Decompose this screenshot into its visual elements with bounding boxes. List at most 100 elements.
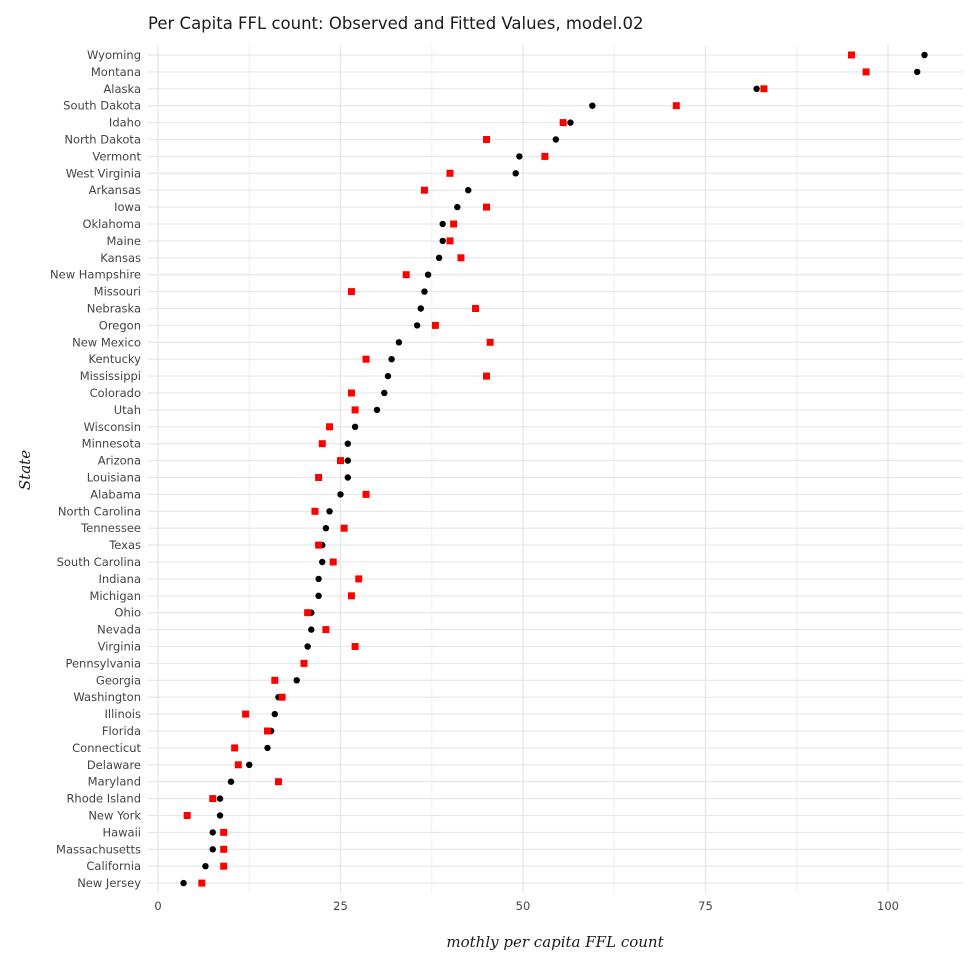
observed-point xyxy=(465,187,472,194)
observed-point xyxy=(388,356,395,363)
observed-point xyxy=(567,119,574,126)
fitted-point xyxy=(300,659,308,667)
fitted-point xyxy=(486,338,494,346)
observed-point xyxy=(753,85,760,93)
y-tick-label: Pennsylvania xyxy=(65,656,141,670)
observed-point xyxy=(304,643,311,650)
fitted-point xyxy=(672,102,680,110)
observed-point xyxy=(439,220,446,228)
observed-point xyxy=(351,423,359,430)
y-tick-label: Delaware xyxy=(87,758,141,772)
x-tick-label: 50 xyxy=(516,899,531,913)
observed-point xyxy=(209,846,216,853)
y-tick-label: California xyxy=(86,859,141,873)
fitted-point xyxy=(351,406,359,414)
observed-point xyxy=(921,51,928,59)
fitted-point xyxy=(483,372,490,380)
fitted-point xyxy=(271,676,279,684)
fitted-point xyxy=(483,136,490,143)
y-tick-label: Tennessee xyxy=(80,521,141,535)
fitted-point xyxy=(431,321,439,329)
y-tick-label: West Virginia xyxy=(66,166,141,180)
observed-point xyxy=(216,812,224,819)
fitted-point xyxy=(220,845,228,853)
observed-point xyxy=(337,491,344,498)
y-tick-label: South Carolina xyxy=(57,555,141,569)
fitted-point xyxy=(351,643,359,650)
y-axis-title: State xyxy=(16,450,34,490)
fitted-point xyxy=(322,626,330,634)
observed-point xyxy=(319,558,326,566)
observed-point xyxy=(227,778,235,785)
y-tick-label: Arizona xyxy=(98,454,141,468)
observed-point xyxy=(315,592,322,599)
fitted-point xyxy=(209,795,217,803)
fitted-point xyxy=(274,778,282,786)
y-tick-label: Hawaii xyxy=(102,825,141,839)
y-tick-label: Texas xyxy=(108,538,141,552)
y-tick-label: Georgia xyxy=(96,673,141,687)
y-tick-label: Montana xyxy=(91,65,141,79)
observed-point xyxy=(216,795,224,802)
y-tick-label: New Hampshire xyxy=(50,268,141,282)
y-tick-label: New Mexico xyxy=(72,335,141,349)
observed-point xyxy=(454,203,461,211)
y-tick-label: Illinois xyxy=(105,707,142,721)
observed-point xyxy=(381,389,388,397)
fitted-point xyxy=(340,524,348,532)
observed-point xyxy=(435,254,443,261)
observed-point xyxy=(344,474,351,481)
observed-point xyxy=(512,170,519,177)
y-tick-label: Maryland xyxy=(88,775,141,789)
observed-point xyxy=(439,237,446,245)
y-tick-label: Maine xyxy=(106,234,141,248)
observed-point xyxy=(417,305,424,312)
fitted-point xyxy=(264,727,271,735)
observed-point xyxy=(322,525,330,532)
y-tick-label: Alaska xyxy=(103,82,141,96)
observed-point xyxy=(315,575,322,583)
fitted-point xyxy=(760,85,768,93)
y-tick-label: Nevada xyxy=(97,623,141,637)
fitted-point xyxy=(420,186,428,194)
y-tick-label: Colorado xyxy=(90,386,141,400)
fitted-point xyxy=(347,288,355,296)
y-tick-label: Michigan xyxy=(89,589,141,603)
fitted-point xyxy=(183,812,191,819)
observed-point xyxy=(308,626,315,633)
y-tick-label: Idaho xyxy=(109,116,141,130)
fitted-point xyxy=(446,237,454,245)
data-points xyxy=(180,51,928,887)
x-axis-title: mothly per capita FFL count xyxy=(446,933,664,951)
fitted-point xyxy=(315,474,323,481)
fitted-point xyxy=(231,744,239,752)
observed-point xyxy=(180,879,187,887)
x-tick-label: 100 xyxy=(877,899,899,913)
y-tick-label: Indiana xyxy=(98,572,141,586)
observed-point xyxy=(552,136,560,143)
y-tick-labels: Wyoming Montana Alaska South Dakota Idaho Nor… xyxy=(50,48,141,890)
fitted-point xyxy=(315,541,323,549)
fitted-point xyxy=(220,862,228,870)
y-tick-label: Utah xyxy=(114,403,141,417)
fitted-point xyxy=(304,609,312,617)
observed-point xyxy=(271,710,278,718)
observed-point xyxy=(246,761,253,768)
y-tick-label: Oregon xyxy=(99,318,141,332)
y-tick-label: South Dakota xyxy=(63,99,141,113)
grid-lines xyxy=(148,45,963,893)
fitted-point xyxy=(541,152,549,160)
y-tick-label: Wyoming xyxy=(87,48,141,62)
observed-point xyxy=(264,744,271,752)
y-tick-label: North Dakota xyxy=(64,133,141,147)
observed-point xyxy=(344,457,351,464)
observed-point xyxy=(384,372,392,380)
y-tick-label: Wisconsin xyxy=(84,420,141,434)
observed-point xyxy=(589,102,596,109)
y-tick-label: Connecticut xyxy=(72,741,141,755)
y-tick-label: North Carolina xyxy=(58,504,141,518)
y-tick-label: Louisiana xyxy=(87,471,141,485)
y-tick-label: Rhode Island xyxy=(66,792,141,806)
x-tick-label: 75 xyxy=(698,899,713,913)
